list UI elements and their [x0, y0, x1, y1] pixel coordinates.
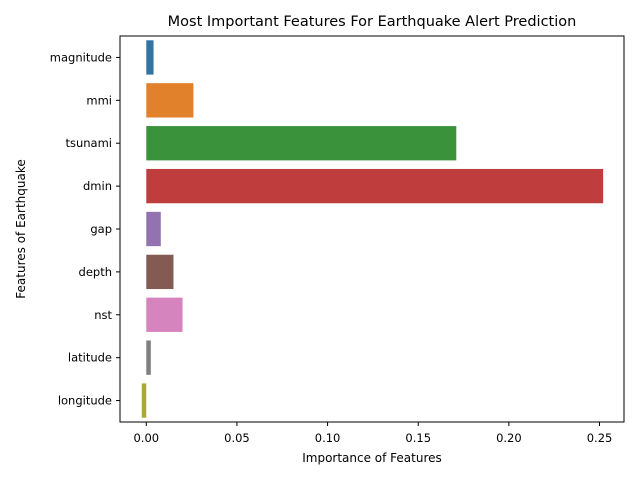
bar-dmin	[146, 168, 604, 204]
x-axis-label: Importance of Features	[302, 451, 442, 465]
y-tick-label-magnitude: magnitude	[50, 50, 112, 64]
x-tick-label: 0.15	[405, 431, 431, 445]
bar-group	[141, 40, 604, 418]
chart-title: Most Important Features For Earthquake A…	[168, 14, 577, 30]
y-axis-label: Features of Earthquake	[14, 159, 28, 298]
plot-frame	[119, 35, 625, 423]
bar-nst	[146, 297, 183, 332]
y-tick-label-nst: nst	[94, 308, 112, 322]
y-tick-label-longitude: longitude	[58, 394, 112, 408]
y-tick-label-dmin: dmin	[83, 179, 112, 193]
bar-tsunami	[146, 126, 457, 161]
bar-mmi	[146, 83, 194, 118]
bar-depth	[146, 254, 174, 290]
bar-magnitude	[146, 40, 154, 75]
x-tick-label: 0.20	[496, 431, 522, 445]
x-tick-label: 0.05	[224, 431, 250, 445]
y-tick-label-tsunami: tsunami	[65, 136, 112, 150]
x-tick-label: 0.00	[133, 431, 159, 445]
y-tick-label-depth: depth	[79, 265, 112, 279]
y-tick-label-latitude: latitude	[68, 351, 112, 365]
x-tick-label: 0.25	[587, 431, 613, 445]
bar-latitude	[146, 340, 151, 375]
bar-longitude	[141, 383, 147, 418]
y-axis-ticks: magnitude mmi tsunami dmin gap depth nst latitu…	[50, 50, 120, 408]
x-tick-label: 0.10	[315, 431, 341, 445]
y-tick-label-mmi: mmi	[86, 93, 112, 107]
bar-gap	[146, 211, 161, 247]
x-axis-ticks: 0.00 0.05 0.10 0.15 0.20 0.25	[133, 422, 612, 445]
y-tick-label-gap: gap	[90, 222, 112, 236]
